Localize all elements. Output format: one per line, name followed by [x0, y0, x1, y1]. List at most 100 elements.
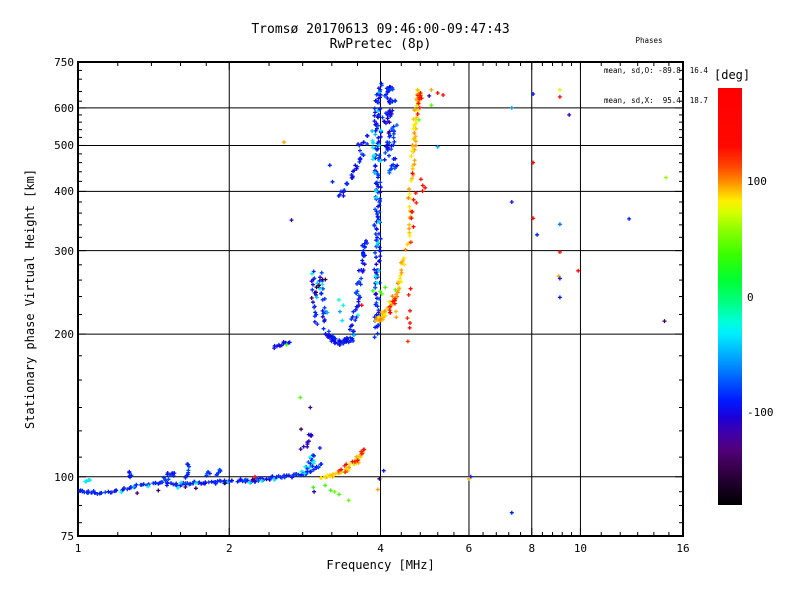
data-point [394, 315, 399, 320]
data-point [353, 163, 358, 168]
data-point [419, 96, 424, 101]
data-point [351, 169, 355, 174]
data-point [399, 260, 403, 265]
data-point [370, 288, 375, 293]
data-point [435, 144, 440, 149]
data-point [377, 231, 381, 236]
data-point [225, 480, 230, 485]
data-point [309, 433, 314, 438]
data-point [310, 271, 315, 276]
data-point [350, 175, 355, 180]
data-point [316, 464, 321, 469]
data-point [396, 280, 401, 285]
data-point [407, 226, 412, 231]
data-point [309, 296, 314, 300]
data-point [373, 163, 378, 168]
data-point [322, 296, 327, 301]
data-point [627, 216, 632, 221]
data-point [125, 487, 130, 492]
data-point [350, 314, 355, 319]
data-point [390, 294, 395, 299]
data-point [365, 241, 370, 246]
data-point [377, 259, 382, 264]
data-point [374, 292, 379, 296]
data-point [355, 281, 359, 286]
data-point [509, 510, 514, 515]
data-point [272, 477, 277, 482]
data-point [386, 131, 391, 136]
data-point [376, 112, 381, 117]
data-point [358, 148, 362, 153]
data-point [317, 446, 322, 450]
data-point [557, 94, 562, 99]
data-point [373, 110, 378, 115]
data-point [374, 195, 379, 200]
data-point [183, 475, 188, 480]
data-point [238, 477, 243, 482]
data-point [413, 143, 418, 148]
data-point [374, 270, 378, 275]
data-point [114, 488, 118, 493]
data-point [308, 455, 313, 460]
data-point [388, 167, 393, 172]
data-point [193, 481, 198, 486]
data-point [290, 475, 295, 480]
data-point [206, 480, 211, 485]
data-point [344, 462, 349, 467]
data-point [360, 243, 365, 248]
data-point [378, 185, 383, 190]
data-point [299, 473, 304, 478]
data-point [339, 189, 343, 194]
data-point [333, 336, 338, 341]
data-point [376, 323, 381, 328]
data-point [397, 286, 402, 291]
data-point [320, 308, 325, 313]
data-point [127, 469, 132, 474]
data-point [317, 283, 321, 288]
data-point [106, 489, 111, 494]
data-point [358, 454, 363, 459]
data-point [372, 223, 377, 228]
data-point [179, 480, 184, 485]
x-tick-label: 8 [528, 542, 536, 555]
data-point [312, 319, 317, 324]
data-point [379, 310, 384, 314]
data-point [359, 268, 364, 272]
data-point [308, 405, 313, 410]
data-point [186, 468, 191, 473]
data-point [365, 142, 370, 146]
data-point [374, 180, 379, 185]
data-point [361, 140, 366, 145]
data-point [360, 258, 365, 263]
data-point [352, 333, 357, 338]
data-point [320, 282, 325, 287]
data-point [412, 162, 417, 167]
data-point [378, 180, 383, 185]
data-point [381, 468, 386, 473]
data-point [169, 481, 173, 486]
data-point [557, 295, 562, 300]
data-point [410, 176, 414, 181]
data-point [393, 156, 398, 161]
data-point [320, 314, 325, 319]
data-point [350, 329, 355, 334]
data-point [441, 93, 446, 97]
data-point [377, 476, 382, 481]
data-point [409, 216, 414, 221]
data-point [376, 86, 381, 91]
data-point [375, 212, 380, 216]
data-point [259, 478, 264, 483]
data-point [109, 490, 114, 495]
data-point [411, 197, 416, 202]
x-tick-label: 4 [377, 542, 384, 555]
data-point [342, 188, 347, 193]
data-point [409, 154, 414, 159]
data-point [387, 170, 392, 175]
data-point [301, 444, 306, 449]
data-point [267, 477, 272, 482]
data-point [359, 142, 364, 147]
data-point [247, 480, 252, 485]
y-tick-label: 200 [54, 328, 74, 342]
data-point [314, 285, 319, 290]
